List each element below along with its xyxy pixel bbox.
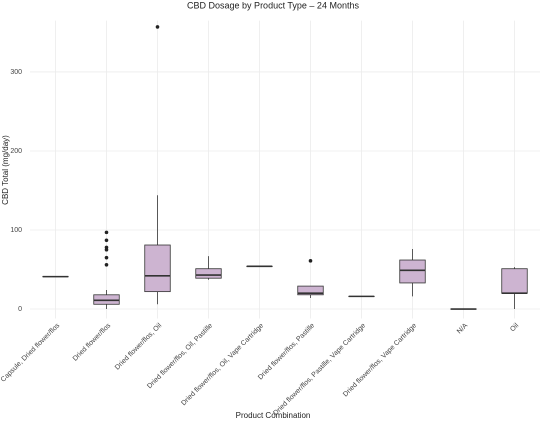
box — [501, 268, 528, 294]
grid — [30, 20, 540, 319]
outlier — [104, 230, 109, 235]
outlier — [104, 262, 109, 267]
y-axis-title: CBD Total (mg/day) — [1, 135, 10, 205]
outlier — [104, 238, 109, 243]
x-tick-label: N/A — [456, 322, 469, 335]
y-tick-label: 100 — [10, 227, 22, 234]
marks — [42, 25, 528, 310]
outlier — [104, 247, 109, 252]
outlier — [155, 25, 160, 29]
y-tick-label: 200 — [10, 148, 22, 155]
chart-title: CBD Dosage by Product Type – 24 Months — [187, 0, 359, 10]
box — [195, 268, 222, 279]
x-tick-label: Capsule, Dried flower/flos — [0, 322, 62, 384]
outlier — [308, 259, 313, 263]
y-tick-label: 0 — [18, 306, 22, 313]
x-tick-label: Dried flower/flos, Oil, Vape Cartridge — [180, 322, 265, 407]
x-tick-label: Dried flower/flos, Pastille, Vape Cartri… — [272, 322, 367, 417]
x-tick-label: Dried flower/flos — [72, 322, 113, 363]
box — [399, 259, 426, 284]
y-tick-label: 300 — [10, 69, 22, 76]
x-tick-label: Oil — [509, 322, 520, 333]
x-axis-title: Product Combination — [236, 411, 311, 420]
x-tick-label: Dried flower/flos, Pastille — [257, 322, 316, 381]
box — [144, 244, 171, 293]
x-tick-label: Dried flower/flos, Oil — [114, 322, 164, 372]
outlier — [104, 255, 109, 260]
box — [297, 285, 324, 296]
